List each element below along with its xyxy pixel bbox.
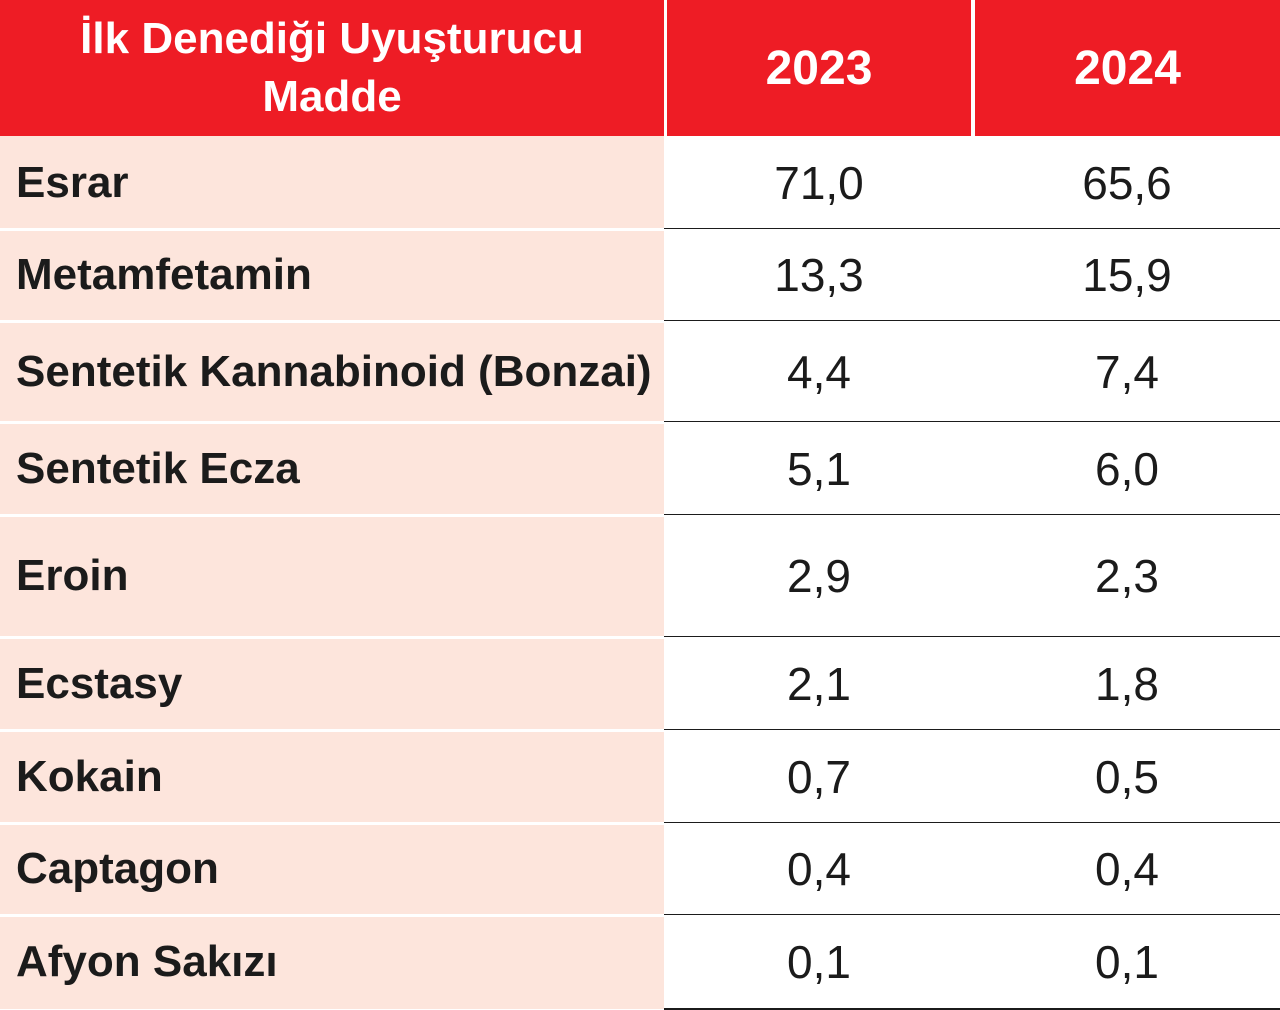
- table-row: Kokain 0,7 0,5: [0, 730, 1280, 823]
- row-divider: [0, 514, 664, 517]
- value-2024: 6,0: [974, 422, 1280, 515]
- row-label: Metamfetamin: [0, 229, 664, 321]
- row-divider: [0, 914, 664, 917]
- table-row: Sentetik Ecza 5,1 6,0: [0, 422, 1280, 515]
- table-row: Metamfetamin 13,3 15,9: [0, 229, 1280, 321]
- table-row: Ecstasy 2,1 1,8: [0, 637, 1280, 730]
- header-substance: İlk Denediği Uyuşturucu Madde: [0, 0, 664, 136]
- row-label: Eroin: [0, 515, 664, 637]
- row-label: Esrar: [0, 136, 664, 229]
- value-2023: 13,3: [664, 229, 974, 321]
- value-2023: 2,9: [664, 515, 974, 637]
- value-2024: 65,6: [974, 136, 1280, 229]
- row-divider: [0, 421, 664, 424]
- value-2024: 0,1: [974, 915, 1280, 1009]
- value-2023: 0,4: [664, 823, 974, 915]
- value-2024: 7,4: [974, 321, 1280, 422]
- row-label: Captagon: [0, 823, 664, 915]
- row-label: Ecstasy: [0, 637, 664, 730]
- row-divider: [0, 320, 664, 323]
- table-header: İlk Denediği Uyuşturucu Madde 2023 2024: [0, 0, 1280, 136]
- value-2024: 0,5: [974, 730, 1280, 823]
- row-divider: [0, 729, 664, 732]
- value-2023: 4,4: [664, 321, 974, 422]
- row-divider: [0, 228, 664, 231]
- row-label: Afyon Sakızı: [0, 915, 664, 1009]
- row-divider: [0, 636, 664, 639]
- row-label: Sentetik Kannabinoid (Bonzai): [0, 321, 664, 422]
- value-2023: 71,0: [664, 136, 974, 229]
- table-row: Eroin 2,9 2,3: [0, 515, 1280, 637]
- table-row: Esrar 71,0 65,6: [0, 136, 1280, 229]
- header-year-2023: 2023: [667, 0, 971, 136]
- row-label: Sentetik Ecza: [0, 422, 664, 515]
- value-2023: 5,1: [664, 422, 974, 515]
- value-2024: 1,8: [974, 637, 1280, 730]
- value-2023: 2,1: [664, 637, 974, 730]
- row-label: Kokain: [0, 730, 664, 823]
- table-row: Captagon 0,4 0,4: [0, 823, 1280, 915]
- value-2024: 15,9: [974, 229, 1280, 321]
- value-2023: 0,1: [664, 915, 974, 1009]
- row-divider: [0, 822, 664, 825]
- header-year-2024: 2024: [975, 0, 1280, 136]
- value-2023: 0,7: [664, 730, 974, 823]
- value-2024: 2,3: [974, 515, 1280, 637]
- table-row: Sentetik Kannabinoid (Bonzai) 4,4 7,4: [0, 321, 1280, 422]
- value-2024: 0,4: [974, 823, 1280, 915]
- table-row: Afyon Sakızı 0,1 0,1: [0, 915, 1280, 1009]
